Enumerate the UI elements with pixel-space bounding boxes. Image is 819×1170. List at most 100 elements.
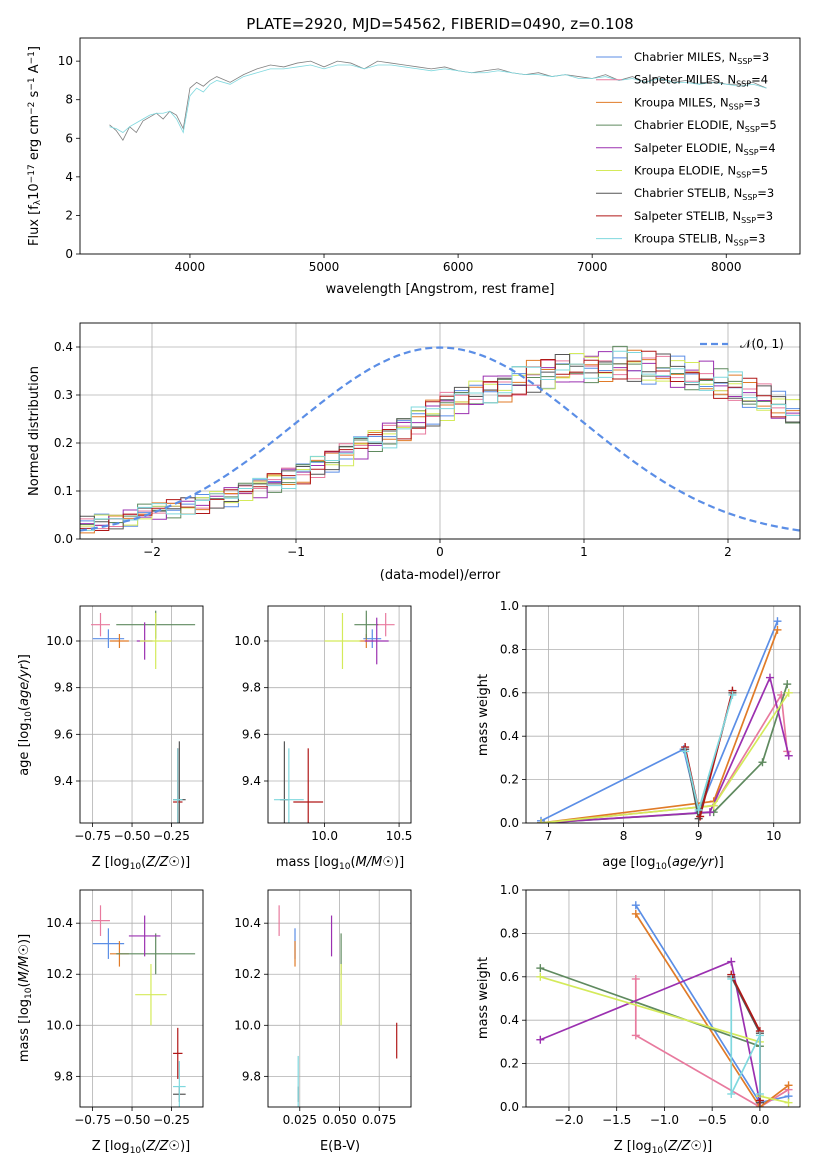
- y-axis-label: Flux [fλ10−17 erg cm−2 s−1 A−1]: [27, 46, 43, 246]
- x-axis-label: age [log10(age/yr)]: [602, 855, 724, 872]
- legend: Chabrier MILES, NSSP=3 Salpeter MILES, NS…: [596, 50, 777, 248]
- ticks: 0.025 0.050 0.075 9.8 10.0 10.2 10.4: [234, 916, 396, 1127]
- y-tick-label: 10.4: [234, 916, 261, 930]
- y-tick-label: 9.8: [54, 1069, 73, 1083]
- errorbar-point: [173, 748, 183, 823]
- x-axis-label: Z [log10(Z/Z☉)]: [92, 855, 190, 872]
- ticks: −0.75 −0.50 −0.25 9.8 10.0 10.2 10.4: [46, 916, 190, 1127]
- y-axis-label: Normed distribution: [27, 366, 42, 496]
- axes-frame: [79, 37, 801, 255]
- plus-marker: [783, 680, 792, 689]
- x-tick-label: −0.25: [153, 829, 190, 843]
- plus-marker: [694, 805, 703, 814]
- ticks: 7 8 9 10 0.0 0.2 0.4 0.6 0.8 1.0: [500, 599, 781, 843]
- errorbar-point: [139, 613, 172, 669]
- y-tick-label: 10.4: [46, 916, 73, 930]
- legend-entry: Chabrier STELIB, NSSP=3: [634, 186, 774, 202]
- histogram-kroupa-stelib: [80, 350, 800, 531]
- grid: [80, 890, 203, 1107]
- panel-mass_vs_Z: −0.75 −0.50 −0.25 9.8 10.0 10.2 10.4 Z [log10(Z…: [17, 889, 204, 1156]
- grid: [526, 889, 800, 1108]
- mass-weight-line: [540, 629, 779, 823]
- legend-entry: Kroupa ELODIE, NSSP=5: [634, 164, 768, 180]
- x-tick-label: 0.075: [362, 1113, 396, 1127]
- errorbar-point: [354, 610, 379, 639]
- y-tick-label: 10.0: [234, 1018, 261, 1032]
- plot-area: [278, 905, 398, 1107]
- plus-marker: [727, 957, 736, 966]
- y-tick-label: 2: [65, 208, 73, 222]
- plus-marker: [709, 801, 718, 810]
- grid: [268, 890, 411, 1107]
- ticks: 4000 5000 6000 7000 8000 0 2 4 6 8 10: [58, 54, 742, 274]
- panel-residuals: −2 −1 0 1 2 0.0 0.1 0.2 0.3 0.4 𝒩(0, 1) (data-model…: [27, 322, 801, 583]
- y-tick-label: 0.0: [54, 532, 73, 546]
- plus-marker: [536, 964, 545, 973]
- y-tick-label: 8: [65, 93, 73, 107]
- plus-marker: [536, 1035, 545, 1044]
- plot-area: [537, 617, 793, 823]
- plus-marker: [696, 812, 705, 821]
- y-tick-label: 0.4: [500, 729, 519, 743]
- errorbar-point: [116, 933, 196, 975]
- y-tick-label: 4: [65, 170, 73, 184]
- y-tick-label: 0.2: [54, 436, 73, 450]
- plot-area: [80, 345, 800, 534]
- plus-marker: [784, 688, 793, 697]
- mass-weight-line: [684, 694, 734, 814]
- mass-weight-line: [684, 690, 734, 817]
- plus-marker: [758, 758, 767, 767]
- x-axis-label: wavelength [Angstrom, rest frame]: [326, 282, 555, 297]
- x-tick-label: −0.75: [74, 1113, 111, 1127]
- axes-frame: [79, 889, 204, 1108]
- grid: [80, 323, 800, 540]
- y-tick-label: 9.4: [54, 774, 73, 788]
- plot-area: [536, 901, 793, 1107]
- errorbar-point: [364, 617, 389, 665]
- plus-marker: [631, 909, 640, 918]
- ticks: −2.0 −1.5 −1.0 −0.5 0.0 0.0 0.2 0.4 0.6 0.8 1.0: [500, 883, 770, 1127]
- errorbar-point: [91, 905, 110, 936]
- x-tick-label: −0.50: [114, 829, 151, 843]
- panel-mass_vs_ebv: 0.025 0.050 0.075 9.8 10.0 10.2 10.4 E(B-V): [234, 889, 412, 1154]
- histogram-kroupa-elodie: [80, 352, 800, 527]
- x-tick-label: −2.0: [554, 1113, 583, 1127]
- plus-marker: [784, 1098, 793, 1107]
- plus-marker: [727, 974, 736, 983]
- mass-weight-line: [730, 978, 761, 1095]
- spectrum-line-data: [109, 60, 767, 141]
- x-tick-label: −0.5: [698, 1113, 727, 1127]
- spectrum-line-model: [109, 64, 767, 134]
- y-tick-label: 9.6: [242, 727, 261, 741]
- plus-marker: [631, 1031, 640, 1040]
- x-tick-label: 0.050: [322, 1113, 356, 1127]
- y-axis-label: mass weight: [476, 674, 491, 756]
- mass-weight-line: [635, 913, 790, 1107]
- plus-marker: [536, 972, 545, 981]
- axes-frame: [79, 322, 801, 540]
- y-tick-label: 0.4: [54, 340, 73, 354]
- x-axis-label: (data-model)/error: [380, 568, 501, 583]
- panel-spectrum: 4000 5000 6000 7000 8000 0 2 4 6 8 10 wavelength [A…: [27, 37, 801, 297]
- axes-frame: [525, 889, 801, 1108]
- x-tick-label: −0.50: [114, 1113, 151, 1127]
- x-tick-label: 0.0: [750, 1113, 769, 1127]
- plus-marker: [681, 747, 690, 756]
- y-tick-label: 1.0: [500, 599, 519, 613]
- plot-area: [91, 905, 196, 1107]
- x-tick-label: 10: [766, 829, 781, 843]
- histogram-salpeter-miles: [80, 355, 800, 530]
- gaussian-curve: [80, 346, 800, 532]
- y-axis-label: mass weight: [476, 957, 491, 1039]
- errorbar-point: [109, 634, 129, 648]
- y-tick-label: 0.0: [500, 1100, 519, 1114]
- x-tick-label: 8000: [711, 260, 742, 274]
- errorbar-point: [293, 748, 324, 823]
- errorbar-point: [135, 964, 167, 1026]
- y-tick-label: 0.3: [54, 388, 73, 402]
- y-tick-label: 10.0: [234, 634, 261, 648]
- histogram-salpeter-stelib: [80, 350, 800, 532]
- histogram-salpeter-elodie: [80, 351, 800, 526]
- plot-area: [273, 610, 395, 823]
